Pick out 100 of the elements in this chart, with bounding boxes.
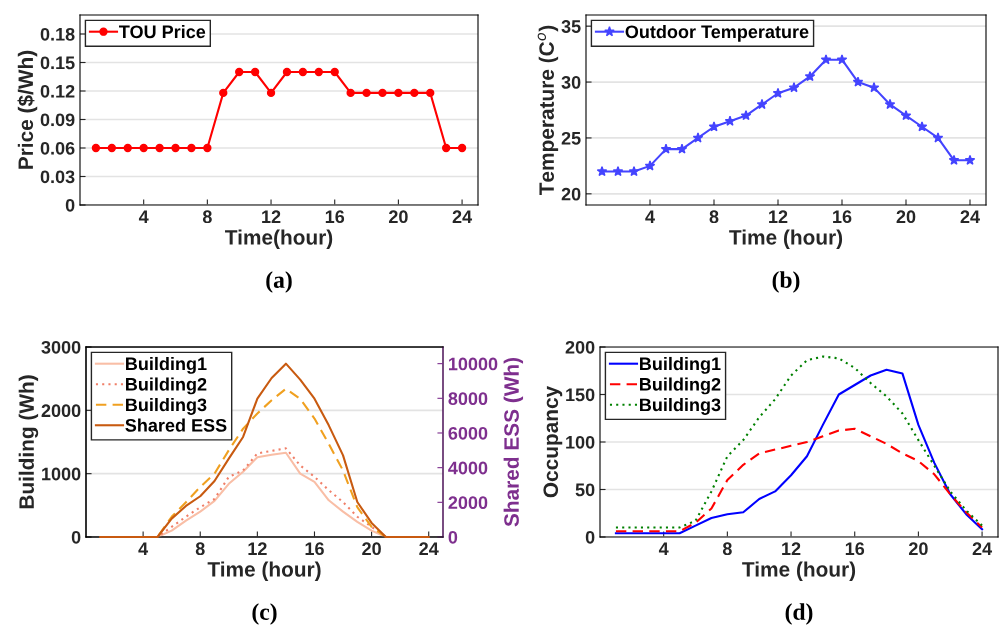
y-tick-label: 0 bbox=[585, 530, 595, 544]
point bbox=[123, 143, 132, 153]
point bbox=[139, 143, 148, 153]
point bbox=[868, 82, 880, 93]
legend-label: Building1 bbox=[126, 356, 207, 374]
x-tick-label: 8 bbox=[195, 542, 205, 556]
point bbox=[708, 121, 720, 132]
x-axis-title: Time (hour) bbox=[207, 561, 321, 581]
point bbox=[916, 121, 928, 132]
point bbox=[362, 88, 371, 98]
y-tick-label: 150 bbox=[566, 388, 595, 402]
y-tick-label: 2000 bbox=[41, 404, 81, 418]
point bbox=[612, 165, 624, 177]
point bbox=[107, 143, 117, 153]
y-tick-label: 1000 bbox=[42, 467, 81, 481]
y-tick-label: 35 bbox=[561, 20, 581, 33]
x-tick-label: 24 bbox=[960, 210, 980, 223]
x-tick-label: 4 bbox=[138, 210, 149, 223]
x-axis-title: Time(hour) bbox=[225, 229, 333, 249]
point bbox=[948, 154, 960, 165]
point bbox=[330, 67, 339, 77]
x-tick-label: 4 bbox=[658, 542, 669, 555]
x-tick-label: 20 bbox=[908, 542, 928, 556]
point bbox=[884, 98, 896, 110]
legend-label: Building1 bbox=[640, 356, 721, 374]
legend-label: TOU Price bbox=[119, 24, 206, 39]
point bbox=[740, 110, 752, 121]
x-tick-label: 24 bbox=[972, 542, 993, 555]
x-tick-label: 8 bbox=[709, 210, 719, 224]
point bbox=[298, 67, 308, 77]
legend-label: Building2 bbox=[126, 377, 207, 395]
point bbox=[628, 165, 640, 177]
y2-tick-label: 2000 bbox=[448, 496, 488, 510]
y-tick-label: 25 bbox=[561, 131, 581, 145]
line-series bbox=[614, 427, 984, 533]
x-tick-label: 4 bbox=[645, 210, 655, 223]
x-tick-label: 12 bbox=[248, 542, 267, 555]
y-tick-label: 0 bbox=[71, 530, 81, 544]
point bbox=[235, 67, 244, 77]
point bbox=[394, 88, 403, 98]
point bbox=[660, 143, 672, 154]
x-tick-label: 16 bbox=[325, 210, 345, 224]
point bbox=[346, 88, 355, 98]
y-tick-label: 0.18 bbox=[40, 27, 75, 41]
text: (b) bbox=[772, 271, 800, 293]
legend-label: Shared ESS bbox=[125, 418, 227, 432]
x-tick-label: 12 bbox=[782, 542, 801, 555]
y-tick-label: 50 bbox=[575, 483, 595, 497]
y-tick-label: 100 bbox=[566, 435, 595, 449]
legend-label: Building3 bbox=[126, 397, 207, 415]
y-axis-title: Building (Wh) bbox=[18, 375, 39, 509]
y-tick-label: 0.06 bbox=[40, 141, 75, 155]
x-tick-label: 4 bbox=[138, 542, 149, 555]
point bbox=[772, 87, 784, 98]
text: (d) bbox=[785, 603, 813, 625]
y-tick-label: 0.03 bbox=[40, 170, 75, 184]
point bbox=[836, 54, 848, 65]
point bbox=[644, 160, 656, 171]
point bbox=[596, 165, 608, 177]
point bbox=[804, 70, 816, 82]
point bbox=[378, 88, 387, 98]
y-tick-label: 200 bbox=[565, 340, 595, 354]
point bbox=[441, 143, 451, 153]
point bbox=[91, 143, 101, 153]
y2-tick-label: 6000 bbox=[448, 426, 488, 440]
y2-tick-label: 0 bbox=[448, 530, 458, 544]
point bbox=[426, 88, 435, 98]
y-axis-title: Occupancy bbox=[543, 385, 563, 498]
x-tick-label: 20 bbox=[362, 542, 381, 556]
point bbox=[756, 98, 768, 110]
point bbox=[457, 143, 467, 153]
y-tick-label: 0.15 bbox=[40, 56, 75, 70]
x-axis-title: Time (hour) bbox=[742, 561, 856, 581]
y-axis-title: Price ($/Wh) bbox=[17, 50, 38, 169]
y2-tick-label: 8000 bbox=[448, 392, 488, 406]
legend-label: Building3 bbox=[640, 397, 721, 415]
point bbox=[266, 88, 276, 98]
point bbox=[410, 88, 419, 98]
x-tick-label: 16 bbox=[845, 542, 865, 556]
x-tick-label: 20 bbox=[388, 210, 408, 224]
point bbox=[692, 132, 704, 143]
x-tick-label: 24 bbox=[452, 210, 473, 223]
point bbox=[171, 143, 180, 153]
x-tick-label: 12 bbox=[769, 210, 788, 223]
x-tick-label: 12 bbox=[262, 210, 281, 223]
point bbox=[788, 82, 800, 93]
x-tick-label: 16 bbox=[833, 210, 852, 224]
legend-label: Outdoor Temperature bbox=[625, 24, 809, 42]
y-tick-label: 3000 bbox=[41, 340, 81, 354]
point bbox=[900, 110, 912, 121]
point bbox=[724, 115, 736, 126]
point bbox=[203, 143, 212, 153]
y-axis-title: Temperature (C$^{o}$) bbox=[537, 25, 559, 196]
text: (a) bbox=[266, 271, 292, 293]
y2-axis-title: Shared ESS (Wh) bbox=[503, 357, 524, 527]
point bbox=[852, 76, 864, 87]
y-tick-label: 0.12 bbox=[40, 84, 75, 98]
y-tick-label: 0.09 bbox=[40, 113, 75, 127]
y-tick-label: 0 bbox=[65, 198, 75, 212]
y2-tick-label: 4000 bbox=[448, 461, 488, 475]
